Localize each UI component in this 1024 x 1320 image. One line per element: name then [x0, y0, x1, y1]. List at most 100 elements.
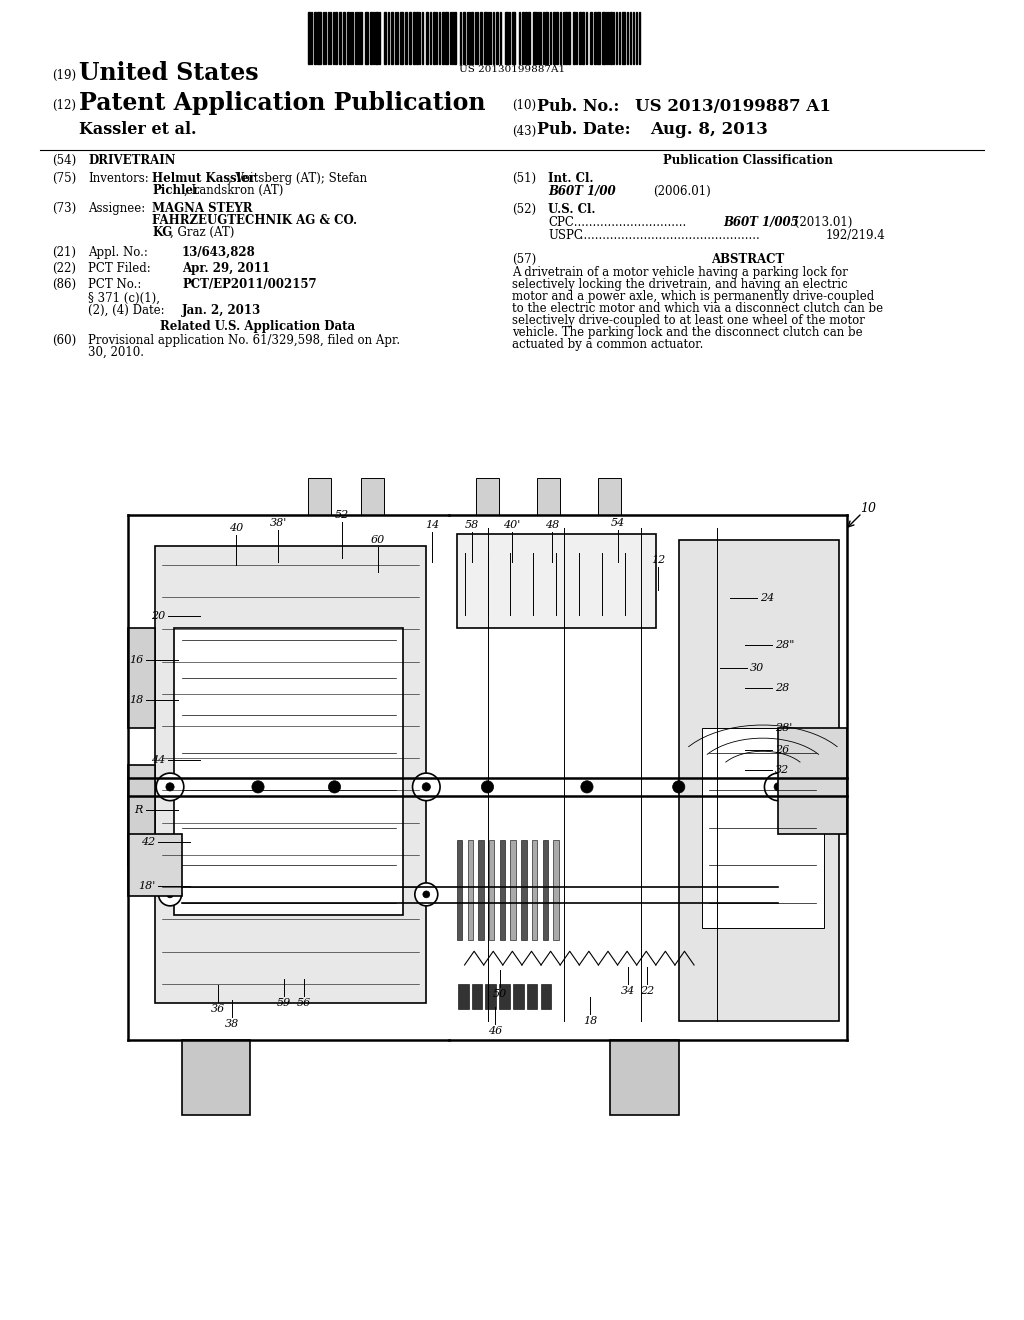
Bar	[598, 478, 622, 515]
Text: 26: 26	[775, 744, 790, 755]
Circle shape	[581, 780, 593, 793]
Bar	[458, 983, 469, 1008]
Text: (2), (4) Date:: (2), (4) Date:	[88, 304, 165, 317]
Bar	[478, 840, 483, 940]
Text: 54: 54	[611, 517, 625, 528]
Bar	[361, 478, 384, 515]
Text: Helmut Kassler: Helmut Kassler	[152, 172, 255, 185]
Bar	[128, 766, 155, 865]
Text: Related U.S. Application Data: Related U.S. Application Data	[161, 319, 355, 333]
Bar	[597, 12, 600, 63]
Text: 40: 40	[229, 523, 243, 533]
Text: 38: 38	[225, 1019, 240, 1030]
Bar	[317, 12, 321, 63]
Text: 46: 46	[487, 1026, 502, 1036]
Bar	[375, 12, 378, 63]
Text: 18: 18	[583, 1016, 597, 1026]
Bar	[370, 12, 372, 63]
Circle shape	[481, 780, 494, 793]
Bar	[416, 12, 418, 63]
Text: (86): (86)	[52, 279, 76, 290]
Bar	[400, 12, 403, 63]
Bar	[442, 12, 444, 63]
Bar	[457, 840, 462, 940]
Bar	[463, 12, 465, 63]
Text: 60: 60	[371, 535, 385, 545]
Bar	[565, 12, 567, 63]
Text: 28': 28'	[775, 723, 793, 733]
Text: (19): (19)	[52, 69, 76, 82]
Text: DRIVETRAIN: DRIVETRAIN	[88, 154, 175, 168]
Text: 42: 42	[140, 837, 155, 847]
Text: 34: 34	[621, 986, 635, 997]
Bar	[500, 983, 510, 1008]
Text: (2006.01): (2006.01)	[653, 185, 711, 198]
Text: 14: 14	[425, 520, 439, 531]
Bar	[406, 12, 407, 63]
Text: (73): (73)	[52, 202, 76, 215]
Text: (12): (12)	[52, 99, 76, 112]
Circle shape	[157, 774, 183, 801]
Text: actuated by a common actuator.: actuated by a common actuator.	[512, 338, 703, 351]
Bar	[556, 12, 558, 63]
Text: R: R	[134, 805, 143, 814]
Text: CPC: CPC	[548, 216, 573, 228]
Bar	[538, 478, 560, 515]
Text: , Voitsberg (AT); Stefan: , Voitsberg (AT); Stefan	[228, 172, 368, 185]
Bar	[484, 12, 487, 63]
Text: 12: 12	[651, 554, 666, 565]
Text: § 371 (c)(1),: § 371 (c)(1),	[88, 292, 160, 305]
Text: Provisional application No. 61/329,598, filed on Apr.: Provisional application No. 61/329,598, …	[88, 334, 400, 347]
Bar	[701, 727, 824, 928]
Bar	[343, 12, 345, 63]
Circle shape	[765, 774, 792, 801]
Text: 10: 10	[860, 502, 876, 515]
Bar	[602, 12, 605, 63]
Bar	[457, 533, 655, 627]
Text: (57): (57)	[512, 253, 537, 267]
Bar	[409, 12, 411, 63]
Text: , Graz (AT): , Graz (AT)	[170, 226, 234, 239]
Circle shape	[673, 780, 685, 793]
Bar	[485, 983, 497, 1008]
Bar	[496, 12, 498, 63]
Bar	[471, 12, 473, 63]
Text: 13/643,828: 13/643,828	[182, 246, 256, 259]
Text: motor and a power axle, which is permanently drive-coupled: motor and a power axle, which is permane…	[512, 290, 874, 304]
Text: (22): (22)	[52, 261, 76, 275]
Text: ABSTRACT: ABSTRACT	[712, 253, 784, 267]
Text: 30, 2010.: 30, 2010.	[88, 346, 144, 359]
Text: MAGNA STEYR: MAGNA STEYR	[152, 202, 253, 215]
Bar	[553, 840, 559, 940]
Text: (51): (51)	[512, 172, 537, 185]
Text: selectively locking the drivetrain, and having an electric: selectively locking the drivetrain, and …	[512, 279, 848, 290]
Text: 48: 48	[545, 520, 559, 531]
Text: (10): (10)	[512, 99, 537, 112]
Polygon shape	[181, 1040, 250, 1115]
Bar	[778, 727, 847, 834]
Bar	[553, 12, 555, 63]
Text: 40': 40'	[504, 520, 520, 531]
Bar	[679, 540, 840, 1022]
Text: KG: KG	[152, 226, 172, 239]
Text: (2013.01): (2013.01)	[791, 216, 852, 228]
Bar	[521, 840, 526, 940]
Text: 18': 18'	[138, 880, 155, 891]
Bar	[525, 12, 527, 63]
Text: , Landskron (AT): , Landskron (AT)	[184, 183, 284, 197]
Bar	[128, 627, 155, 727]
Circle shape	[423, 891, 430, 898]
Text: US 2013/0199887 A1: US 2013/0199887 A1	[635, 98, 830, 115]
Text: United States: United States	[79, 61, 259, 84]
Bar	[335, 12, 337, 63]
Circle shape	[166, 783, 174, 791]
Text: Int. Cl.: Int. Cl.	[548, 172, 594, 185]
Text: 18: 18	[129, 696, 143, 705]
Bar	[426, 12, 428, 63]
Bar	[384, 12, 386, 63]
Text: (43): (43)	[512, 125, 537, 139]
Bar	[568, 12, 570, 63]
Text: 22: 22	[640, 986, 654, 997]
Text: Pub. No.:: Pub. No.:	[537, 98, 625, 115]
Text: ..............................: ..............................	[570, 216, 686, 228]
